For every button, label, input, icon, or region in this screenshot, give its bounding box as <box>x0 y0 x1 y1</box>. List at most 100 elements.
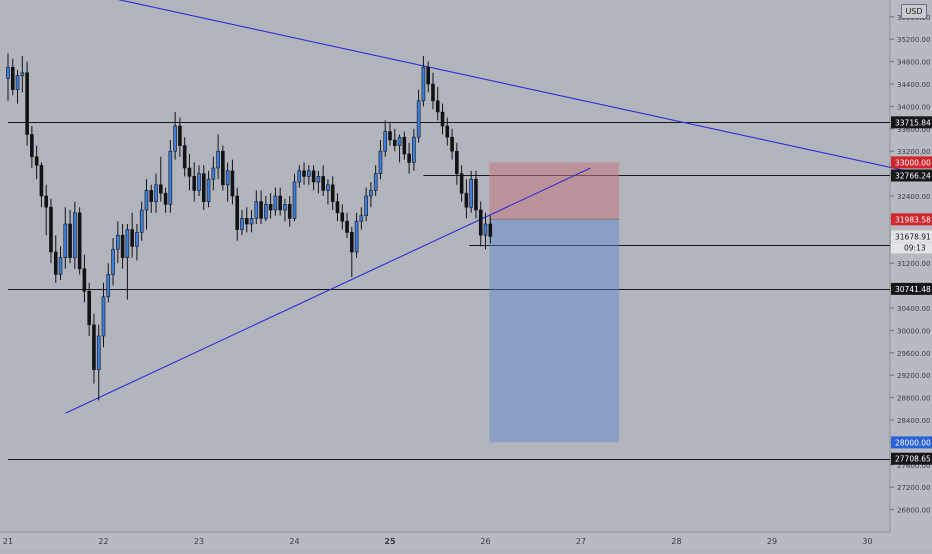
x-tick-label: 30 <box>862 537 872 546</box>
candle <box>354 212 359 258</box>
candle <box>268 193 273 219</box>
currency-badge[interactable]: USD <box>901 4 927 19</box>
candle-body <box>244 218 249 225</box>
candle <box>249 210 254 233</box>
candle <box>44 184 49 236</box>
candle <box>445 117 450 146</box>
x-tick-label: 28 <box>671 537 681 546</box>
candle-body <box>49 206 53 253</box>
candle <box>15 70 20 104</box>
price-label-box <box>891 436 932 449</box>
candle <box>182 137 187 177</box>
candle-body <box>135 232 139 247</box>
candle <box>426 61 431 93</box>
candle <box>407 142 411 174</box>
candle-body <box>96 335 101 370</box>
candle-body <box>168 150 173 205</box>
price-label-text: 27708.65 <box>895 455 931 464</box>
candle <box>201 165 206 210</box>
x-tick-label: 22 <box>98 537 108 546</box>
candle <box>68 210 72 264</box>
candle-body <box>354 220 359 253</box>
candlesticks <box>6 53 493 401</box>
candle-body <box>397 136 402 146</box>
candle <box>192 162 197 202</box>
candle-body <box>254 201 259 219</box>
candle-body <box>6 66 10 79</box>
candle <box>311 165 316 191</box>
candle-body <box>39 164 44 197</box>
candle <box>316 170 321 194</box>
candle <box>397 134 402 163</box>
price-label-text: 33000.00 <box>895 158 931 167</box>
candle-body <box>349 232 354 253</box>
candle <box>139 201 144 241</box>
candle <box>464 179 469 219</box>
time-axis-background <box>0 532 890 550</box>
candle-body <box>149 190 154 202</box>
candle-body <box>230 170 235 197</box>
candle <box>412 128 416 171</box>
candle <box>30 126 34 168</box>
candle-body <box>116 234 120 250</box>
price-label-box <box>891 282 932 295</box>
y-tick-label: 30000.00 <box>897 327 930 335</box>
price-label-text: 30741.48 <box>895 285 931 294</box>
candle <box>450 128 454 160</box>
candle <box>335 193 340 222</box>
candle-body <box>483 223 488 236</box>
trendlines[interactable] <box>56 0 932 414</box>
candle-body <box>92 324 96 370</box>
candle-body <box>58 257 63 275</box>
candle-body <box>388 131 392 141</box>
candle <box>302 162 306 185</box>
candle-body <box>474 178 478 211</box>
candle <box>416 89 421 143</box>
candle-body <box>53 251 58 275</box>
price-labels: 33715.8432766.2430741.4827708.6531525.70… <box>891 116 932 465</box>
y-tick-label: 28400.00 <box>897 417 930 425</box>
candle-body <box>407 153 411 163</box>
candle-body <box>378 150 383 174</box>
candle-body <box>383 131 388 152</box>
candle <box>73 201 77 269</box>
candle-body <box>201 173 206 202</box>
short-position-tool[interactable] <box>489 162 620 443</box>
y-tick-label: 32400.00 <box>897 193 930 201</box>
candle-body <box>373 173 378 191</box>
candle <box>259 190 263 224</box>
candle <box>330 176 335 210</box>
candle <box>106 263 111 303</box>
x-tick-label: 29 <box>767 537 777 546</box>
x-tick-label: 23 <box>194 537 204 546</box>
y-tick-label: 33200.00 <box>897 148 930 156</box>
candle <box>230 159 235 205</box>
candle-body <box>369 190 373 197</box>
candle <box>187 154 192 191</box>
candle-body <box>130 229 134 247</box>
candle <box>144 179 149 230</box>
candle-body <box>173 125 177 152</box>
candle <box>111 238 115 286</box>
candle-body <box>30 134 34 158</box>
countdown-box <box>891 242 932 254</box>
y-tick-label: 31200.00 <box>897 260 930 268</box>
candle <box>120 224 125 269</box>
price-label-text: 28000.00 <box>895 438 931 447</box>
candle <box>63 207 68 269</box>
candle <box>87 282 91 336</box>
candle-body <box>302 170 306 177</box>
candle <box>168 140 173 213</box>
candle-body <box>345 220 349 233</box>
y-tick-label: 35200.00 <box>897 36 930 44</box>
y-tick-label: 33600.00 <box>897 126 930 134</box>
candle <box>244 207 249 233</box>
price-label-text: 33715.84 <box>895 118 931 127</box>
candle <box>197 165 201 196</box>
candle <box>292 173 297 222</box>
candle-body <box>63 223 68 258</box>
candle <box>58 246 63 280</box>
candle-body <box>440 111 445 127</box>
